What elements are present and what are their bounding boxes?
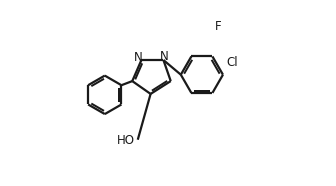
Text: N: N [160, 50, 169, 63]
Text: F: F [215, 20, 221, 33]
Text: Cl: Cl [226, 56, 238, 69]
Text: HO: HO [117, 134, 135, 147]
Text: N: N [134, 51, 142, 64]
